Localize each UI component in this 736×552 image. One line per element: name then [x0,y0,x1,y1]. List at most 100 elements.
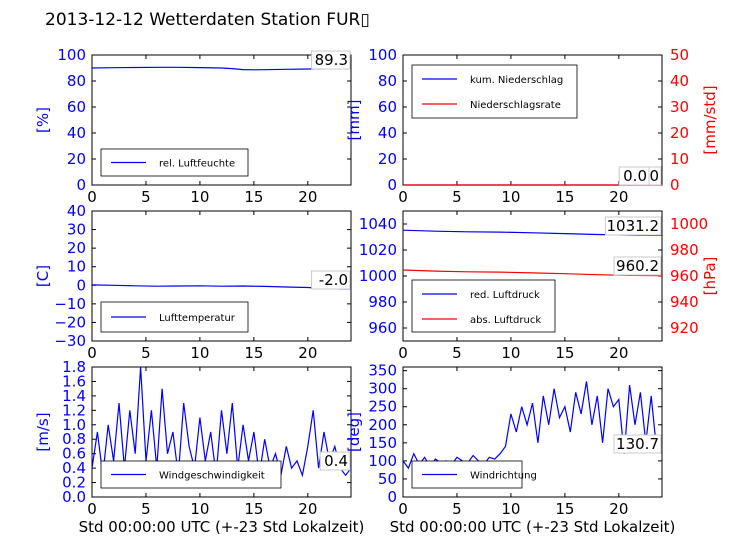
chart4-y-tick-label: 1000 [359,267,397,285]
chart6-y-tick-label: 0 [387,488,397,506]
chart5-y-tick-label: 1.2 [62,401,86,419]
chart5-series-line-1 [91,366,352,478]
chart3-y-tick-label: 10 [67,258,86,276]
chart2-y-right-tick-label: 0 [670,176,680,194]
chart5-y-tick-label: 1.6 [62,372,86,390]
chart3-y-tick-label: −30 [54,332,86,350]
chart1-annotation-1: 89.3 [315,51,348,69]
chart3-y-tick-label: 20 [67,239,86,257]
chart4-y-tick-label: 960 [368,319,397,337]
chart5-x-tick-label: 15 [244,500,263,518]
chart3-legend-label-1: Lufttemperatur [159,313,236,324]
chart4-annotation-2: 960.2 [616,257,659,275]
chart3-x-tick-label: 20 [298,344,317,362]
chart6-legend-label-1: Windrichtung [470,471,537,482]
chart4-y-tick-label: 1020 [359,241,397,259]
chart1-y-tick-label: 60 [67,98,86,116]
chart2-y-right-tick-label: 30 [670,98,689,116]
chart4-x-tick-label: 0 [398,344,408,362]
chart1-legend-label-1: rel. Luftfeuchte [159,159,235,170]
chart5-x-label: Std 00:00:00 UTC (+-23 Std Lokalzeit) [79,518,365,536]
chart4-legend-label-1: red. Luftdruck [470,290,540,301]
chart2-y-right-tick-label: 40 [670,72,689,90]
chart1-x-tick-label: 0 [87,188,97,206]
chart5-y-label: [m/s] [34,412,52,451]
chart3-x-tick-label: 10 [190,344,209,362]
chart5-annotation-1: 0.4 [324,452,348,470]
chart4-legend [411,279,556,333]
chart6-x-label: Std 00:00:00 UTC (+-23 Std Lokalzeit) [390,518,676,536]
chart2-y-tick-label: 60 [378,98,397,116]
chart3-y-tick-label: 30 [67,221,86,239]
chart1-x-tick-label: 15 [244,188,263,206]
chart4-x-tick-label: 15 [555,344,574,362]
chart6-x-tick-label: 0 [398,500,408,518]
chart2-y-tick-label: 20 [378,150,397,168]
chart6-y-tick-label: 350 [368,362,397,380]
chart5-y-tick-label: 0.2 [62,474,86,492]
chart3-x-tick-label: 0 [87,344,97,362]
chart5-legend-label-1: Windgeschwindigkeit [159,471,265,482]
chart2-y-right-tick-label: 50 [670,46,689,64]
chart2-y-right-tick-label: 10 [670,150,689,168]
chart6-x-tick-label: 10 [501,500,520,518]
chart2-legend-label-2: Niederschlagsrate [470,100,561,111]
chart1-x-tick-label: 5 [141,188,151,206]
chart3-y-tick-label: 40 [67,202,86,220]
chart2-legend-label-1: kum. Niederschlag [470,75,563,86]
chart5-annotation-box-1 [319,451,351,471]
chart5-y-tick-label: 0.0 [62,488,86,506]
chart4-annotation-box-1 [604,216,662,236]
chart6-y-tick-label: 100 [368,452,397,470]
chart3-annotation-1: -2.0 [319,271,348,289]
chart6-annotation-box-1 [613,434,662,454]
chart6-y-tick-label: 300 [368,380,397,398]
chart6-y-label: [deg] [345,412,363,452]
chart6-y-tick-label: 150 [368,434,397,452]
chart2-annotation-2: 0.0 [623,167,647,185]
chart5-y-tick-label: 1.8 [62,358,86,376]
chart4-x-tick-label: 10 [501,344,520,362]
chart1-y-tick-label: 40 [67,124,86,142]
chart1-y-tick-label: 0 [76,176,86,194]
chart3-y-label: [C] [34,265,52,287]
chart1-y-tick-label: 100 [57,46,86,64]
chart2-y-tick-label: 100 [368,46,397,64]
chart5-y-tick-label: 1.4 [62,387,86,405]
chart6-x-tick-label: 15 [555,500,574,518]
chart3-x-tick-label: 5 [141,344,151,362]
chart1-x-tick-label: 10 [190,188,209,206]
chart4-y-right-label: [hPa] [701,257,719,296]
chart2-x-tick-label: 10 [501,188,520,206]
chart5-x-tick-label: 20 [298,500,317,518]
chart3-annotation-box-1 [311,270,351,290]
chart2-y-label: [mm] [345,100,363,141]
chart5-x-tick-label: 5 [141,500,151,518]
chart1-annotation-box-1 [311,50,351,70]
chart6-y-tick-label: 200 [368,416,397,434]
chart5-y-tick-label: 0.8 [62,430,86,448]
chart1-y-label: [%] [34,107,52,133]
chart4-y-right-tick-label: 920 [670,319,699,337]
chart5-y-tick-label: 1.0 [62,416,86,434]
chart1-y-tick-label: 80 [67,72,86,90]
figure-title: 2013-12-12 Wetterdaten Station FUR▯ [45,10,370,30]
chart1-series-line-1 [91,66,351,71]
chart3-y-tick-label: −20 [54,313,86,331]
chart6-y-tick-label: 50 [378,470,397,488]
chart3-y-tick-label: 0 [76,276,86,294]
chart4-y-right-tick-label: 1000 [670,215,708,233]
chart2-y-tick-label: 80 [378,72,397,90]
chart2-legend [411,64,578,119]
chart2-x-tick-label: 5 [452,188,462,206]
chart2-y-tick-label: 40 [378,124,397,142]
chart6-annotation-1: 130.7 [616,435,659,453]
chart6-x-tick-label: 5 [452,500,462,518]
chart2-x-tick-label: 20 [609,188,628,206]
chart3-y-tick-label: −10 [54,295,86,313]
chart6-x-tick-label: 20 [609,500,628,518]
chart4-y-right-tick-label: 960 [670,267,699,285]
chart5-x-tick-label: 10 [190,500,209,518]
chart4-x-tick-label: 5 [452,344,462,362]
